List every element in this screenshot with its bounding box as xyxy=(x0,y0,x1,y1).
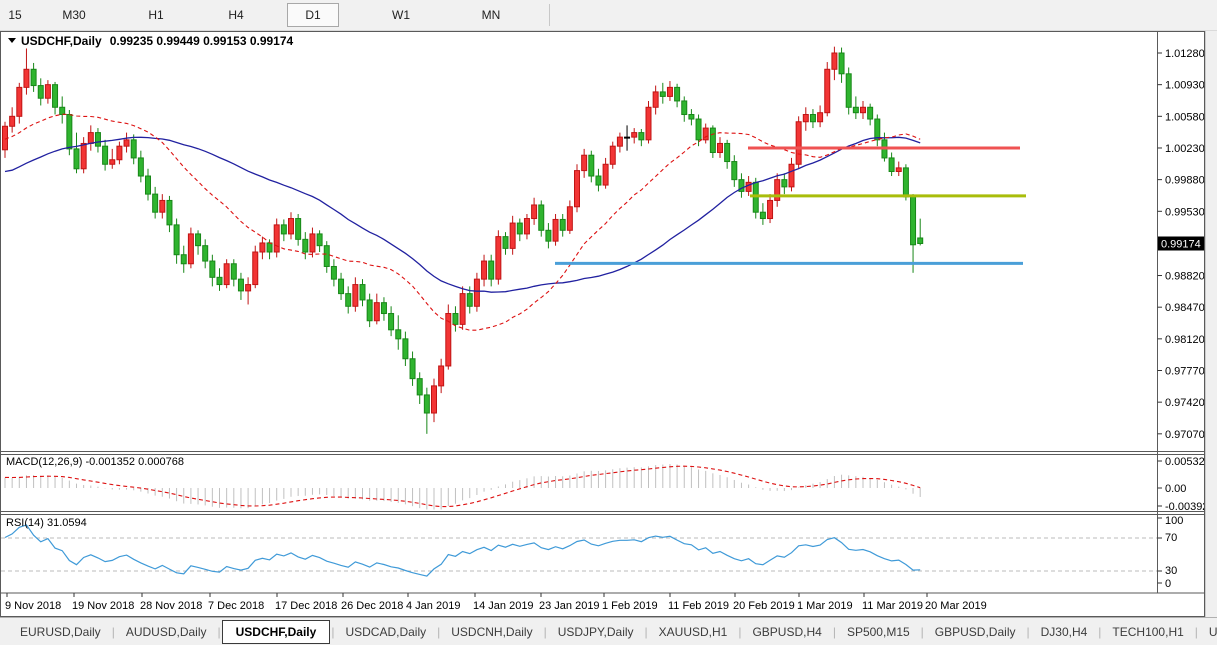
svg-text:7 Dec 2018: 7 Dec 2018 xyxy=(208,600,264,612)
tab-separator: | xyxy=(920,624,924,639)
tab-separator: | xyxy=(331,624,335,639)
svg-text:1 Mar 2019: 1 Mar 2019 xyxy=(797,600,853,612)
chart-tab-xauusd-h1[interactable]: XAUUSD,H1 xyxy=(658,624,728,639)
svg-text:-0.003922: -0.003922 xyxy=(1165,501,1204,513)
svg-text:70: 70 xyxy=(1165,532,1177,544)
timeframe-button-mn[interactable]: MN xyxy=(467,3,515,27)
current-price-tag: 0.99174 xyxy=(1158,236,1205,251)
tab-separator: | xyxy=(738,624,742,639)
chart-canvas[interactable]: 1.01280 1.00930 1.00580 1.00230 0.99880 0.995… xyxy=(1,32,1215,616)
svg-text:11 Mar 2019: 11 Mar 2019 xyxy=(862,600,923,612)
macd-axis: 0.005321 0.00 -0.003922 xyxy=(1157,456,1215,513)
svg-text:20 Feb 2019: 20 Feb 2019 xyxy=(733,600,795,612)
timeframe-button-h1[interactable]: H1 xyxy=(132,3,180,27)
tab-separator: | xyxy=(1098,624,1102,639)
chart-tab-gbpusd-daily[interactable]: GBPUSD,Daily xyxy=(934,624,1016,639)
tab-separator: | xyxy=(437,624,441,639)
rsi-label: RSI(14) 31.0594 xyxy=(6,517,87,529)
tab-separator: | xyxy=(832,624,836,639)
svg-text:0.97770: 0.97770 xyxy=(1165,366,1204,378)
tab-separator: | xyxy=(1194,624,1198,639)
chart-tab-usdjpy-daily[interactable]: USDJPY,Daily xyxy=(557,624,634,639)
svg-text:1.00230: 1.00230 xyxy=(1165,143,1204,155)
chart-title: USDCHF,Daily 0.99235 0.99449 0.99153 0.99… xyxy=(8,34,294,48)
svg-text:14 Jan 2019: 14 Jan 2019 xyxy=(473,600,534,612)
timeframe-button-w1[interactable]: W1 xyxy=(377,3,425,27)
svg-text:30: 30 xyxy=(1165,565,1177,577)
macd-histogram xyxy=(4,464,921,510)
rsi-line xyxy=(4,524,921,577)
tab-separator: | xyxy=(644,624,648,639)
tab-separator: | xyxy=(217,624,221,639)
svg-text:0.99530: 0.99530 xyxy=(1165,206,1204,218)
timeframe-button-h4[interactable]: H4 xyxy=(212,3,260,27)
svg-text:0.99880: 0.99880 xyxy=(1165,175,1204,187)
svg-text:1.00580: 1.00580 xyxy=(1165,111,1204,123)
svg-text:100: 100 xyxy=(1165,515,1183,527)
tab-separator: | xyxy=(1026,624,1030,639)
tab-separator: | xyxy=(543,624,547,639)
svg-text:20 Mar 2019: 20 Mar 2019 xyxy=(925,600,987,612)
timeframe-button-m30[interactable]: M30 xyxy=(48,3,100,27)
svg-text:0.98120: 0.98120 xyxy=(1165,334,1204,346)
chart-tab-tech100-h1[interactable]: TECH100,H1 xyxy=(1112,624,1184,639)
svg-text:4 Jan 2019: 4 Jan 2019 xyxy=(406,600,460,612)
svg-text:26 Dec 2018: 26 Dec 2018 xyxy=(341,600,403,612)
chart-tab-gbpusd-h4[interactable]: GBPUSD,H4 xyxy=(752,624,822,639)
svg-text:23 Jan 2019: 23 Jan 2019 xyxy=(539,600,600,612)
tab-separator: | xyxy=(111,624,115,639)
chart-tab-eurusd-daily[interactable]: EURUSD,Daily xyxy=(20,624,101,639)
svg-text:28 Nov 2018: 28 Nov 2018 xyxy=(140,600,202,612)
svg-text:0.99174: 0.99174 xyxy=(1161,239,1201,251)
chart-tab-usdcnh-daily[interactable]: USDCNH,Daily xyxy=(451,624,533,639)
price-axis: 1.01280 1.00930 1.00580 1.00230 0.99880 0.995… xyxy=(1157,48,1205,441)
horizontal-levels xyxy=(555,146,1026,265)
chart-tabs-bar: EURUSD,Daily | AUDUSD,Daily | USDCHF,Daily | U… xyxy=(0,617,1217,645)
svg-text:0: 0 xyxy=(1165,578,1171,590)
svg-text:0.005321: 0.005321 xyxy=(1165,456,1204,468)
pane-borders xyxy=(1,32,1204,594)
svg-text:1 Feb 2019: 1 Feb 2019 xyxy=(602,600,658,612)
svg-text:17 Dec 2018: 17 Dec 2018 xyxy=(275,600,337,612)
timeframe-button-15[interactable]: 15 xyxy=(0,3,30,27)
chart-tab-overflow[interactable]: UI xyxy=(1208,624,1217,639)
timeframe-button-d1[interactable]: D1 xyxy=(287,3,339,27)
svg-text:0.98820: 0.98820 xyxy=(1165,271,1204,283)
chart-tab-sp500-m15[interactable]: SP500,M15 xyxy=(846,624,910,639)
svg-text:1.00930: 1.00930 xyxy=(1165,80,1204,92)
svg-text:0.97070: 0.97070 xyxy=(1165,429,1204,441)
svg-text:9 Nov 2018: 9 Nov 2018 xyxy=(5,600,61,612)
chart-tab-usdchf-daily[interactable]: USDCHF,Daily xyxy=(221,619,331,644)
svg-text:19 Nov 2018: 19 Nov 2018 xyxy=(72,600,134,612)
chart-tab-dj30-h4[interactable]: DJ30,H4 xyxy=(1040,624,1088,639)
toolbar-separator xyxy=(549,4,550,26)
chart-window[interactable]: 1.01280 1.00930 1.00580 1.00230 0.99880 0.995… xyxy=(0,31,1215,617)
svg-text:1.01280: 1.01280 xyxy=(1165,48,1204,60)
window-right-margin xyxy=(1205,31,1217,617)
date-axis: 9 Nov 2018 19 Nov 2018 28 Nov 2018 7 Dec 20… xyxy=(5,593,987,612)
chart-dropdown-icon xyxy=(8,38,16,43)
rsi-level-lines xyxy=(1,537,1157,572)
svg-text:0.97420: 0.97420 xyxy=(1165,397,1204,409)
svg-text:11 Feb 2019: 11 Feb 2019 xyxy=(668,600,729,612)
chart-tab-usdcad-daily[interactable]: USDCAD,Daily xyxy=(345,624,427,639)
chart-tab-audusd-daily[interactable]: AUDUSD,Daily xyxy=(125,624,207,639)
candles xyxy=(2,46,924,434)
macd-signal-line xyxy=(4,465,921,508)
rsi-axis: 100 70 300 xyxy=(1157,515,1183,590)
macd-label: MACD(12,26,9) -0.001352 0.000768 xyxy=(6,456,184,468)
svg-text:0.00: 0.00 xyxy=(1165,483,1186,495)
timeframe-toolbar: 15 M30 H1 H4 D1 W1 MN xyxy=(0,0,1217,31)
svg-text:0.98470: 0.98470 xyxy=(1165,302,1204,314)
moving-averages xyxy=(4,113,921,331)
